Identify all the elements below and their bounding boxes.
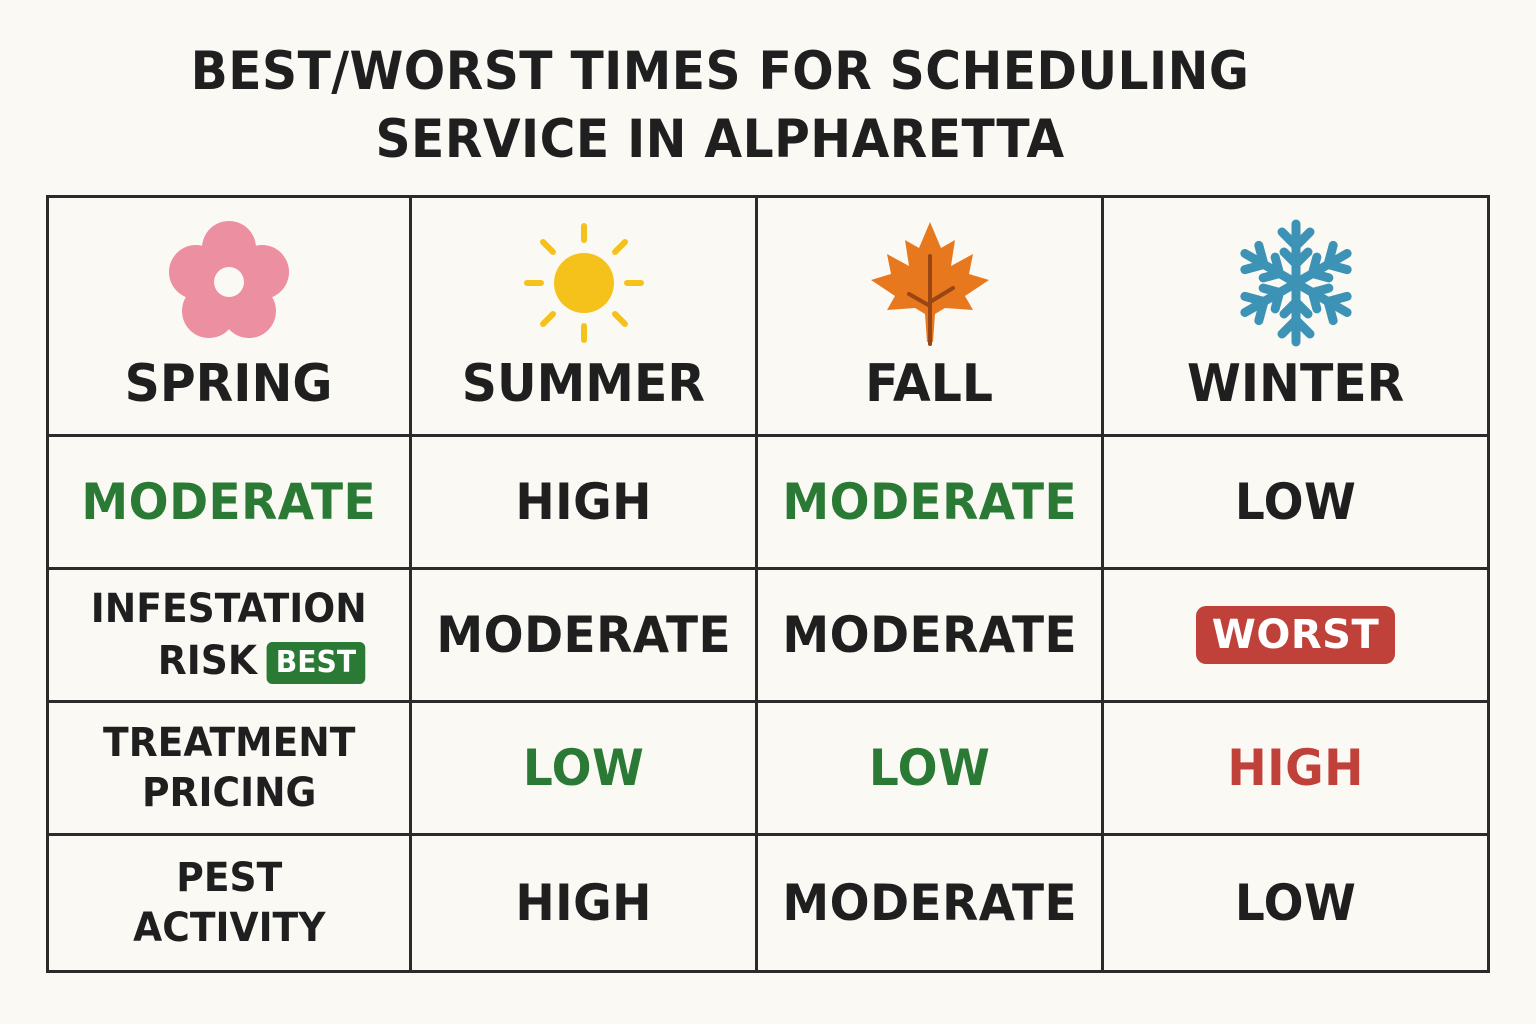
cell-value: LOW <box>522 739 645 797</box>
cell-value: MODERATE <box>436 606 731 664</box>
maple-leaf-icon <box>870 222 989 346</box>
cell-value: HIGH <box>515 473 652 531</box>
row-label-line-2: ACTIVITY <box>132 905 326 951</box>
season-cell-spring: SPRING <box>46 195 412 437</box>
table-row: MODERATE HIGH MODERATE LOW <box>46 434 1490 570</box>
row-label-line-2: PRICING <box>141 770 317 816</box>
table-cell: LOW <box>1101 833 1490 973</box>
cell-value: MODERATE <box>782 606 1077 664</box>
table-cell: WORST <box>1101 567 1490 703</box>
worst-badge: WORST <box>1195 606 1396 664</box>
table-cell: MODERATE <box>755 567 1104 703</box>
table-row: PEST ACTIVITY HIGH MODERATE LOW <box>46 833 1490 973</box>
season-cell-winter: WINTER <box>1101 195 1490 437</box>
title-line-1: BEST/WORST TIMES FOR SCHEDULING <box>190 41 1250 102</box>
table-cell: HIGH <box>409 434 758 570</box>
cell-value: HIGH <box>515 874 652 932</box>
table-cell: MODERATE <box>755 434 1104 570</box>
sun-icon <box>523 223 644 343</box>
row-label-infestation-risk: INFESTATION RISK BEST <box>46 567 412 703</box>
season-cell-fall: FALL <box>755 195 1104 437</box>
best-badge: BEST <box>266 642 366 684</box>
row-label-pest-activity: PEST ACTIVITY <box>46 833 412 973</box>
flower-icon <box>169 221 289 338</box>
season-name-fall: FALL <box>865 354 994 414</box>
season-cell-summer: SUMMER <box>409 195 758 437</box>
season-header-row: SPRING SUMMER <box>46 195 1490 437</box>
table-cell: HIGH <box>1101 700 1490 836</box>
table-cell: HIGH <box>409 833 758 973</box>
table-cell: LOW <box>409 700 758 836</box>
row-label-line-1: INFESTATION <box>91 586 367 632</box>
season-name-summer: SUMMER <box>461 354 706 414</box>
cell-value: HIGH <box>1227 739 1364 797</box>
cell-value: LOW <box>868 739 991 797</box>
season-name-spring: SPRING <box>125 354 333 414</box>
page-title: BEST/WORST TIMES FOR SCHEDULING SERVICE … <box>58 38 1383 174</box>
table-cell: LOW <box>755 700 1104 836</box>
row-label-line-1: PEST <box>176 855 282 901</box>
cell-value: LOW <box>1234 473 1357 531</box>
table-cell: MODERATE <box>755 833 1104 973</box>
cell-value: MODERATE <box>782 874 1077 932</box>
row-label-line-1: TREATMENT <box>102 720 356 766</box>
row-label-treatment-pricing: TREATMENT PRICING <box>46 700 412 836</box>
title-line-2: SERVICE IN ALPHARETTA <box>375 109 1065 170</box>
cell-value: MODERATE <box>782 473 1077 531</box>
table-cell: MODERATE <box>46 434 412 570</box>
snowflake-icon <box>1231 219 1361 348</box>
table-row: INFESTATION RISK BEST MODERATE MODERATE W… <box>46 567 1490 703</box>
season-name-winter: WINTER <box>1186 354 1405 414</box>
row-label-line-2: RISK <box>158 638 258 684</box>
cell-value: LOW <box>1234 874 1357 932</box>
cell-value: MODERATE <box>81 473 377 531</box>
table-cell: LOW <box>1101 434 1490 570</box>
season-comparison-table: SPRING SUMMER <box>46 195 1490 973</box>
table-row: TREATMENT PRICING LOW LOW HIGH <box>46 700 1490 836</box>
table-cell: MODERATE <box>409 567 758 703</box>
